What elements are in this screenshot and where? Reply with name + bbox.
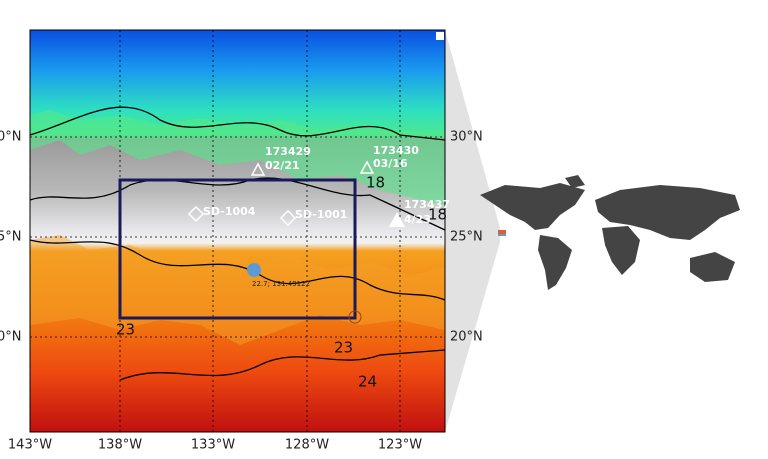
lat-label: 0°N xyxy=(0,330,22,345)
station-date: 03/16 xyxy=(373,157,408,170)
contour-label: 24 xyxy=(358,373,377,391)
station-date: 02/21 xyxy=(265,159,300,172)
study-region xyxy=(118,178,357,320)
station-id: 173429 xyxy=(265,145,311,158)
station-date: 4/23 xyxy=(404,213,431,226)
graticule xyxy=(30,30,445,432)
station-marker xyxy=(389,212,405,227)
lon-label: 138°W xyxy=(98,438,142,453)
site-label: SD-1004 xyxy=(203,205,256,218)
lat-label: 30°N xyxy=(450,130,483,145)
site-marker xyxy=(279,209,297,227)
world-map xyxy=(480,175,740,290)
station-marker xyxy=(250,162,266,176)
contour xyxy=(29,177,446,231)
zoom-funnel xyxy=(445,30,500,432)
green-band xyxy=(30,110,445,205)
lon-label: 133°W xyxy=(191,438,235,453)
lat-label: 5°N xyxy=(0,230,22,245)
station-id: 173437 xyxy=(404,198,450,211)
site-label: SD-1001 xyxy=(295,208,347,221)
contour xyxy=(29,106,446,141)
lat-label: 0°N xyxy=(0,130,22,145)
lon-label: 128°W xyxy=(285,438,329,453)
sst-field xyxy=(30,30,445,432)
station-marker xyxy=(359,160,375,174)
lat-label: 25°N xyxy=(450,230,483,245)
lat-label: 20°N xyxy=(450,330,483,345)
lon-label: 143°W xyxy=(8,438,52,453)
point-label: 22.7; 131.49122 xyxy=(252,280,310,288)
contour-label: 23 xyxy=(334,339,353,357)
station-id: 173430 xyxy=(373,144,419,157)
map-frame xyxy=(29,29,446,433)
site-marker xyxy=(187,205,205,223)
contour-label: 18 xyxy=(366,174,385,192)
point-marker xyxy=(247,263,261,277)
contour xyxy=(29,239,446,301)
lon-label: 123°W xyxy=(378,438,422,453)
contour-label: 23 xyxy=(116,321,135,339)
contour-label: 18 xyxy=(428,206,447,224)
contour xyxy=(119,349,446,381)
corner-box xyxy=(436,32,444,40)
point-marker xyxy=(348,310,362,324)
